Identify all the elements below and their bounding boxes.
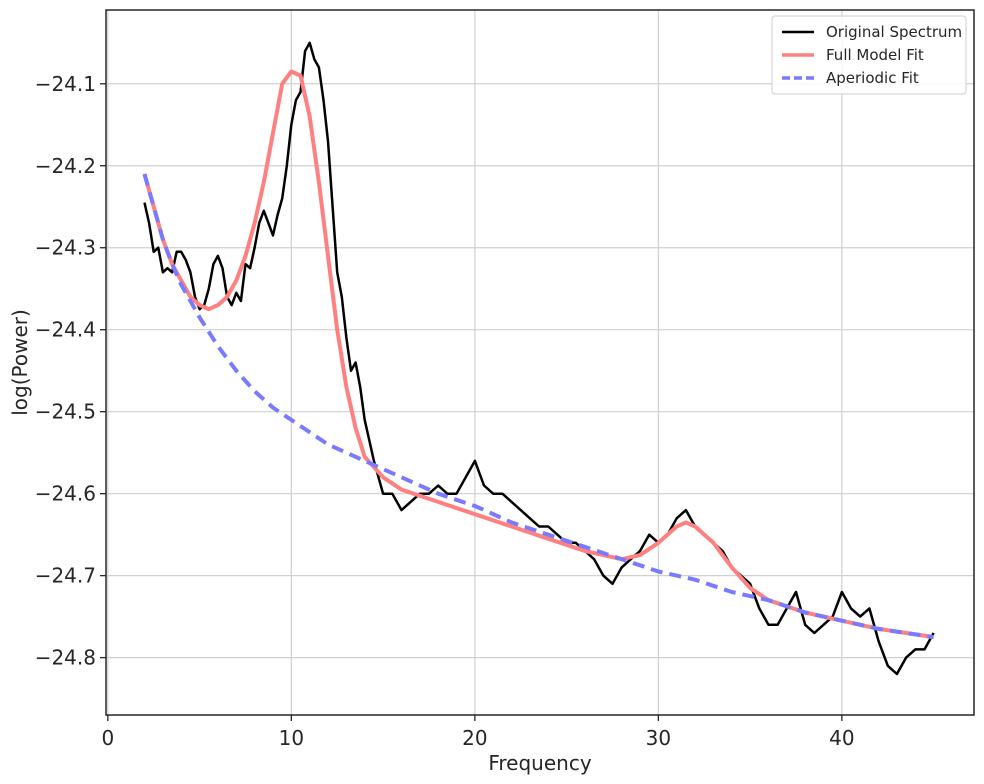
y-tick-label: −24.4: [35, 318, 96, 342]
legend-label: Full Model Fit: [826, 46, 924, 64]
y-tick-label: −24.8: [35, 646, 96, 670]
y-tick-label: −24.7: [35, 564, 96, 588]
legend-label: Original Spectrum: [826, 23, 962, 41]
y-tick-label: −24.1: [35, 72, 96, 96]
legend: Original Spectrum Full Model Fit Aperiodic…: [771, 15, 967, 95]
x-tick-label: 30: [646, 726, 671, 750]
legend-box: [771, 15, 967, 95]
legend-label: Aperiodic Fit: [826, 69, 919, 87]
series-full-model-fit: [142, 69, 934, 640]
y-axis-label: log(Power): [8, 309, 32, 416]
series-layer: [142, 41, 935, 676]
y-tick-label: −24.3: [35, 236, 96, 260]
x-axis-label: Frequency: [488, 751, 591, 775]
x-tick-label: 20: [462, 726, 487, 750]
plot-frame: [105, 9, 975, 716]
y-tick-label: −24.6: [35, 482, 96, 506]
ticks: 0 10 20 30 40 −24.1 −24.2 −24.3 −24.4 −24.5 −24.6 −…: [35, 72, 855, 750]
series-aperiodic-fit: [142, 173, 934, 640]
y-tick-label: −24.2: [35, 154, 96, 178]
x-tick-label: 0: [101, 726, 114, 750]
y-tick-label: −24.5: [35, 400, 96, 424]
x-tick-label: 40: [829, 726, 854, 750]
grid: [106, 10, 974, 715]
x-tick-label: 10: [279, 726, 304, 750]
series-original-spectrum: [143, 41, 935, 676]
